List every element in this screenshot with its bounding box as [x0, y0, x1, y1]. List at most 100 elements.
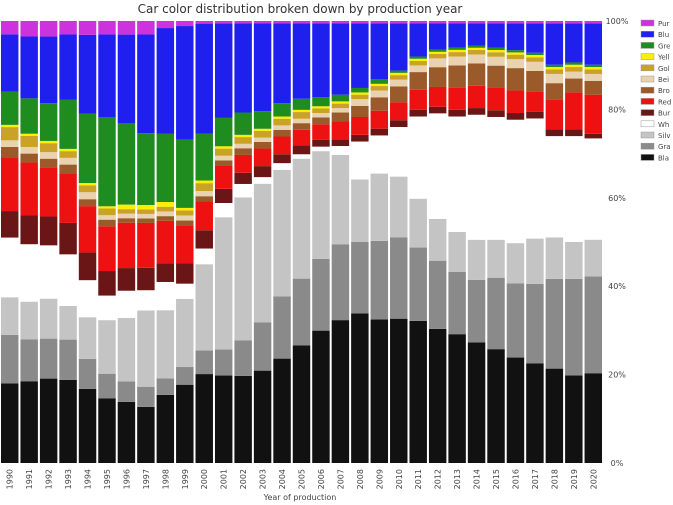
bar-segment-gold-2015	[487, 52, 505, 57]
bar-segment-gold-2020	[584, 69, 602, 74]
bar-segment-purple-2020	[584, 21, 602, 24]
bar-segment-gray-1998	[156, 378, 175, 395]
bar-segment-yellow-1995	[98, 206, 116, 209]
bar-segment-yellow-2014	[467, 47, 486, 51]
bar-segment-white-2018	[545, 136, 564, 238]
bar-segment-red-2015	[487, 87, 505, 111]
bar-segment-silver-2009	[370, 173, 389, 241]
bar-segment-purple-2008	[351, 21, 369, 24]
legend-swatch-gold	[640, 64, 655, 72]
legend-swatch-gray	[640, 142, 655, 150]
bar-segment-gray-2012	[428, 260, 447, 329]
y-tick-label: 60%	[608, 194, 626, 203]
bar-segment-silver-2015	[487, 239, 505, 278]
bar-segment-yellow-2012	[428, 51, 447, 54]
bar-segment-burgundy-2012	[428, 106, 447, 114]
bar-segment-red-2002	[234, 154, 252, 173]
bar-segment-gold-2009	[370, 86, 389, 91]
bar-segment-silver-2016	[506, 243, 525, 284]
bar-segment-burgundy-1999	[176, 263, 194, 284]
bar-segment-silver-2003	[253, 183, 272, 323]
x-tick-label: 2012	[434, 469, 443, 489]
bar-segment-yellow-2008	[351, 92, 369, 95]
bar-segment-blue-2017	[526, 23, 544, 53]
bar-segment-black-2002	[234, 375, 252, 463]
bar-segment-white-1995	[98, 295, 116, 321]
bar-segment-beige-2007	[331, 108, 350, 113]
bar-segment-yellow-2011	[409, 58, 427, 61]
bar-segment-black-2009	[370, 319, 389, 463]
bar-segment-white-1997	[137, 290, 155, 311]
bar-segment-beige-1995	[98, 215, 116, 220]
bar-segment-brown-2005	[292, 123, 311, 130]
x-tick-label: 2009	[375, 469, 384, 489]
bar-segment-gray-2020	[584, 276, 602, 374]
bar-segment-blue-1993	[59, 34, 77, 100]
bar-segment-blue-1997	[137, 34, 155, 134]
bar-segment-brown-2009	[370, 97, 389, 111]
bar-segment-black-1998	[156, 394, 175, 463]
bar-segment-gold-2007	[331, 103, 350, 109]
bar-segment-white-2017	[526, 118, 544, 239]
bar-segment-burgundy-1998	[156, 263, 175, 282]
bar-segment-beige-2010	[390, 79, 408, 87]
bar-segment-green-2019	[565, 62, 583, 65]
bar-segment-green-2003	[253, 111, 272, 129]
bar-segment-gray-1997	[137, 386, 155, 407]
bar-segment-gray-1992	[39, 338, 58, 379]
bar-segment-brown-2003	[253, 141, 272, 149]
bar-segment-purple-2001	[214, 21, 233, 24]
bar-segment-purple-1994	[78, 21, 97, 35]
legend-label-purple: Pur	[658, 20, 670, 28]
bar-segment-blue-2001	[214, 23, 233, 118]
bar-segment-beige-1994	[78, 192, 97, 200]
bar-segment-yellow-2020	[584, 67, 602, 70]
bar-segment-white-1991	[20, 244, 38, 302]
bar-segment-gray-2006	[312, 258, 330, 331]
x-tick-label: 1999	[181, 469, 190, 489]
bar-segment-beige-2005	[292, 118, 311, 124]
chart-title: Car color distribution broken down by pr…	[138, 2, 463, 16]
bar-segment-red-2007	[331, 121, 350, 140]
bar-segment-purple-1993	[59, 21, 77, 35]
bar-segment-white-2008	[351, 141, 369, 180]
bar-segment-purple-2000	[195, 21, 213, 24]
bar-segment-white-2015	[487, 116, 505, 240]
bar-segment-white-1994	[78, 280, 97, 318]
bar-segment-brown-1995	[98, 219, 116, 227]
legend-label-white: Wh	[658, 121, 669, 129]
bar-segment-blue-2007	[331, 23, 350, 95]
bar-segment-brown-2015	[487, 65, 505, 88]
bar-segment-red-1990	[1, 158, 19, 212]
bar-segment-brown-2018	[545, 83, 564, 100]
bar-segment-gold-2013	[448, 52, 466, 57]
bar-segment-purple-2003	[253, 21, 272, 24]
bar-segment-green-1999	[176, 139, 194, 208]
y-tick-label: 0%	[611, 459, 624, 468]
bar-segment-burgundy-2009	[370, 128, 389, 136]
bar-segment-black-1996	[117, 401, 136, 463]
legend-swatch-white	[640, 120, 655, 128]
bar-segment-black-2007	[331, 320, 350, 463]
bar-segment-gold-1998	[156, 206, 175, 212]
bar-segment-silver-2004	[273, 169, 291, 297]
x-tick-label: 2018	[550, 469, 559, 489]
bar-segment-black-1991	[20, 381, 38, 463]
bar-segment-purple-2009	[370, 21, 389, 24]
bar-segment-purple-1992	[39, 21, 58, 37]
legend-label-black: Bla	[658, 154, 669, 162]
bar-segment-blue-2011	[409, 23, 427, 57]
x-tick-label: 2002	[239, 469, 248, 489]
bar-segment-gray-2011	[409, 247, 427, 321]
bar-segment-brown-2007	[331, 112, 350, 122]
bar-segment-burgundy-2011	[409, 109, 427, 117]
bar-segment-brown-2006	[312, 117, 330, 125]
bar-segment-burgundy-2017	[526, 111, 544, 119]
bar-segment-beige-2002	[234, 143, 252, 149]
bar-segment-purple-2018	[545, 21, 564, 24]
bar-segment-white-2019	[565, 136, 583, 242]
bar-segment-gold-2012	[428, 53, 447, 59]
bar-segment-brown-2011	[409, 72, 427, 90]
bar-segment-black-2019	[565, 375, 583, 463]
bar-segment-beige-1999	[176, 215, 194, 221]
